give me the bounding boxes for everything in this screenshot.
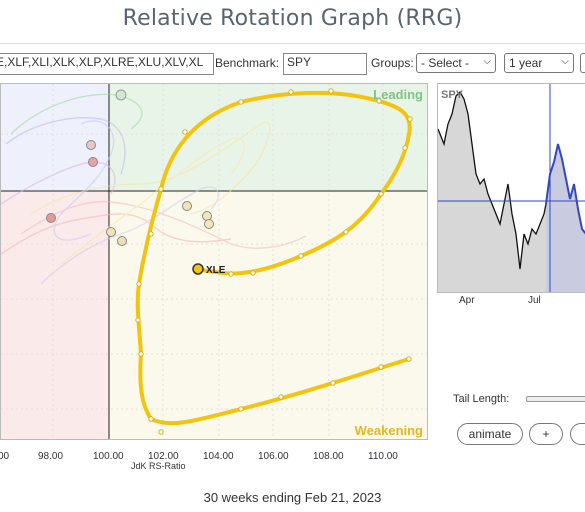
step-forward-button[interactable]: + (529, 423, 563, 445)
benchmark-label: Benchmark: (215, 56, 280, 70)
spy-area-right (546, 144, 585, 292)
spy-area-left (438, 92, 546, 292)
chevron-down-icon: ⌵ (561, 56, 569, 67)
x-tick: 104.00 (203, 451, 234, 462)
extra-select[interactable] (580, 53, 585, 73)
xle-tail-points (135, 88, 413, 435)
improving-quadrant (1, 84, 109, 191)
mini-chart-svg: SPY (438, 84, 585, 292)
xle-tail (135, 90, 412, 426)
chevron-down-icon: ⌵ (483, 56, 491, 67)
xle-head-marker[interactable] (192, 263, 204, 275)
footer-caption: 30 weeks ending Feb 21, 2023 (203, 490, 382, 505)
rrg-chart[interactable]: XLE Leading Weakening (0, 83, 428, 440)
step-back-button[interactable] (570, 423, 585, 445)
spy-symbol-label: SPY (441, 89, 464, 101)
spy-line-right (545, 143, 585, 235)
tail-length-label: Tail Length: (453, 393, 510, 405)
other-sector-heads (46, 89, 214, 246)
leading-label: Leading (373, 87, 423, 102)
benchmark-price-chart[interactable]: SPY (437, 83, 585, 293)
tickers-input[interactable]: E,XLF,XLI,XLK,XLP,XLRE,XLU,XLV,XL (0, 53, 214, 75)
other-sector-tails (1, 93, 307, 285)
x-tick: 00 (0, 451, 10, 462)
groups-label: Groups: (371, 56, 414, 70)
x-tick: 108.00 (313, 451, 344, 462)
benchmark-input[interactable]: SPY (283, 53, 367, 75)
grid-lines (1, 84, 427, 439)
groups-select[interactable]: - Select - ⌵ (416, 53, 496, 73)
weakening-label: Weakening (354, 423, 423, 438)
mini-x-tick: Jul (528, 295, 541, 306)
x-axis-label: JdK RS-Ratio (131, 461, 186, 471)
controls-bar: E,XLF,XLI,XLK,XLP,XLRE,XLU,XLV,XL Benchm… (0, 53, 585, 77)
x-tick: 106.00 (258, 451, 289, 462)
groups-select-value: - Select - (421, 56, 470, 70)
tail-length-slider[interactable] (526, 396, 585, 402)
spy-line-left (438, 90, 547, 270)
x-tick: 110.00 (368, 451, 398, 462)
mini-x-tick: Apr (459, 295, 475, 306)
xle-label: XLE (206, 265, 226, 276)
x-tick: 102.00 (148, 451, 179, 462)
page-title: Relative Rotation Graph (RRG) (122, 6, 463, 31)
x-tick: 98.00 (38, 451, 64, 462)
period-select-value: 1 year (509, 56, 543, 70)
header-divider (0, 43, 585, 44)
period-select[interactable]: 1 year ⌵ (504, 53, 574, 73)
animate-button[interactable]: animate (457, 423, 523, 445)
rrg-svg: XLE (1, 84, 427, 439)
x-tick: 100.00 (93, 451, 124, 462)
